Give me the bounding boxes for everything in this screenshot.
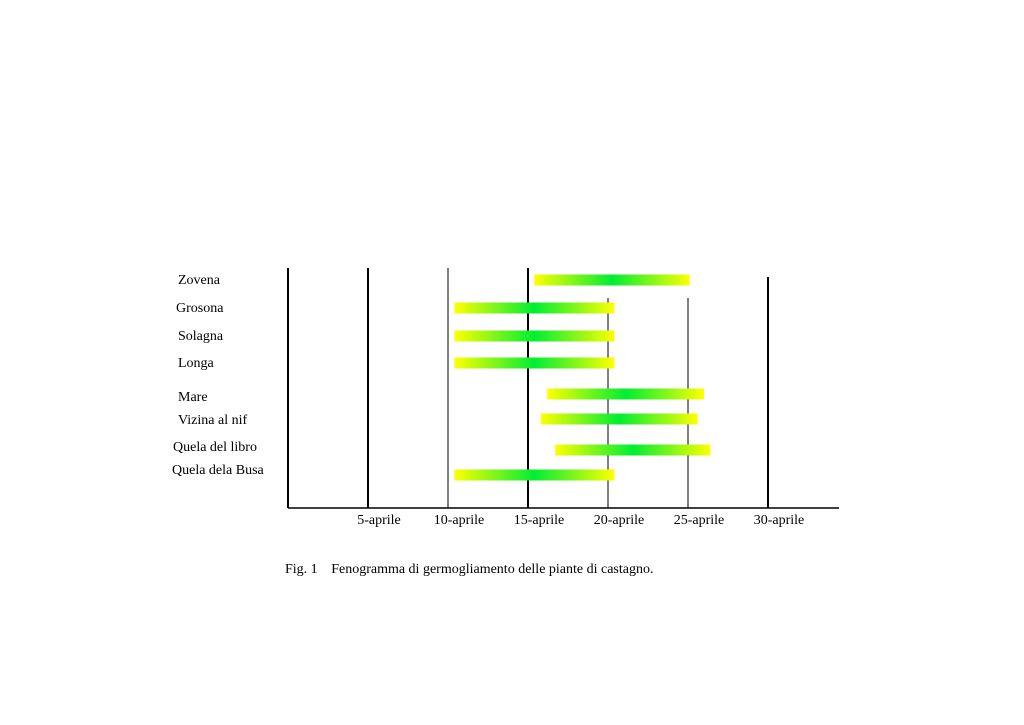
row-label-zovena: Zovena — [178, 273, 221, 288]
x-tick-label-25-aprile: 25-aprile — [674, 513, 725, 528]
row-label-solagna: Solagna — [178, 329, 224, 344]
x-tick-label-10-aprile: 10-aprile — [434, 513, 485, 528]
bars — [454, 274, 711, 481]
row-label-quela-dela-busa: Quela dela Busa — [172, 463, 265, 478]
axes — [287, 268, 839, 509]
figure-caption: Fig. 1 Fenogramma di germogliamento dell… — [285, 562, 653, 578]
caption-number: Fig. 1 — [285, 562, 318, 577]
row-label-quela-del-libro: Quela del libro — [173, 440, 257, 455]
bar-vizina-al-nif — [540, 413, 698, 425]
row-label-longa: Longa — [178, 356, 215, 371]
row-label-mare: Mare — [178, 390, 208, 405]
row-label-grosona: Grosona — [176, 301, 224, 316]
bar-quela-del-libro — [555, 444, 711, 456]
bar-zovena — [534, 274, 690, 286]
x-tick-labels: 5-aprile 10-aprile 15-aprile 20-aprile 25-ap… — [357, 513, 804, 528]
bar-quela-dela-busa — [454, 469, 615, 481]
x-tick-label-30-aprile: 30-aprile — [754, 513, 805, 528]
caption-text: Fenogramma di germogliamento delle piant… — [331, 562, 654, 577]
x-tick-label-15-aprile: 15-aprile — [514, 513, 565, 528]
row-labels: Zovena Grosona Solagna Longa Mare Vizina al n… — [172, 273, 265, 478]
bar-mare — [547, 388, 704, 400]
bar-longa — [454, 357, 615, 369]
x-tick-label-5-aprile: 5-aprile — [357, 513, 401, 528]
bar-solagna — [454, 330, 615, 342]
row-label-vizina-al-nif: Vizina al nif — [178, 413, 247, 428]
x-tick-label-20-aprile: 20-aprile — [594, 513, 645, 528]
bar-grosona — [454, 302, 615, 314]
